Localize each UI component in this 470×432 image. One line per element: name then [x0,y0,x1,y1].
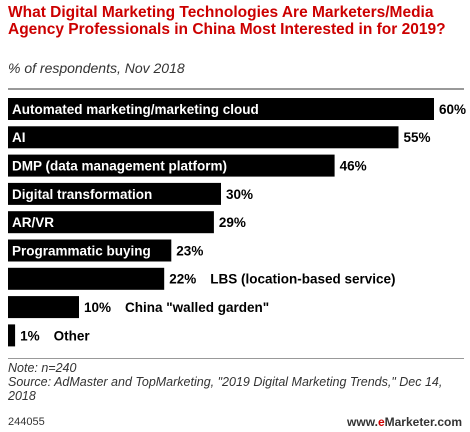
category-label-8: Other [54,328,91,343]
note-line: Note: n=240 [8,361,77,375]
chart-id: 244055 [8,416,45,428]
brand-logo: www.eMarketer.com [347,415,462,429]
bar-1 [8,126,399,149]
category-label-3: Digital transformation [12,187,152,202]
bottom-divider [8,358,464,359]
top-divider [8,88,464,90]
bar-5 [8,239,172,262]
category-label-6: LBS (location-based service) [210,272,395,287]
value-label-1: 55% [404,130,431,145]
category-label-5: Programmatic buying [12,243,151,258]
value-label-0: 60% [439,102,466,117]
value-label-5: 23% [176,243,203,258]
chart-title: What Digital Marketing Technologies Are … [8,4,446,38]
value-label-7: 10% [84,300,111,315]
value-label-6: 22% [169,272,196,287]
bar-chart: Automated marketing/marketing cloud 60% AI… [8,98,466,347]
category-label-7: China "walled garden" [125,300,269,315]
chart-subtitle: % of respondents, Nov 2018 [8,60,185,76]
category-label-1: AI [12,130,26,145]
bar-0 [8,98,434,120]
source-line: Source: AdMaster and TopMarketing, "2019… [8,375,443,403]
footer: 244055 www.eMarketer.com [0,414,470,432]
bar-7 [8,296,79,319]
value-label-2: 46% [340,158,367,173]
bar-8 [8,324,16,347]
category-label-0: Automated marketing/marketing cloud [12,102,259,117]
value-label-4: 29% [219,215,246,230]
category-label-4: AR/VR [12,215,54,230]
bar-4 [8,211,214,234]
chart-notes: Note: n=240 Source: AdMaster and TopMark… [8,361,463,403]
value-label-3: 30% [226,187,253,202]
category-label-2: DMP (data management platform) [12,158,227,173]
bar-3 [8,182,221,205]
bar-6 [8,267,165,290]
bar-2 [8,154,335,177]
value-label-8: 1% [20,328,40,343]
